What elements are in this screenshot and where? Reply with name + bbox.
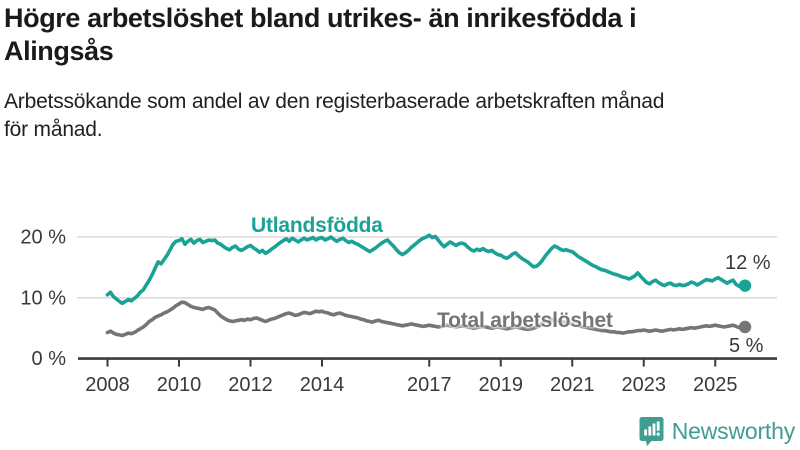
exclamation-stem [656, 421, 660, 431]
newsworthy-logo: Newsworthy [639, 416, 795, 447]
chart-subtitle-line2: för månad. [4, 118, 103, 141]
x-tick-label-2025: 2025 [693, 374, 738, 396]
x-tick-label-2021: 2021 [550, 374, 595, 396]
series-end-dot-1 [738, 320, 752, 334]
exclamation-dot [656, 432, 660, 436]
x-tick-label-2008: 2008 [85, 374, 130, 396]
x-tick-label-2017: 2017 [407, 374, 452, 396]
x-tick-label-2010: 2010 [157, 374, 202, 396]
chart-title-line1: Högre arbetslöshet bland utrikes- än inr… [4, 3, 637, 33]
chart-title: Högre arbetslöshet bland utrikes- än inr… [4, 2, 796, 68]
chart-header: Högre arbetslöshet bland utrikes- än inr… [4, 2, 796, 144]
series-line-0 [105, 233, 747, 306]
y-tick-label-20: 20 % [20, 227, 66, 249]
x-tick-label-2019: 2019 [479, 374, 524, 396]
chart-title-line2: Alingsås [4, 36, 114, 66]
x-tick-label-2012: 2012 [228, 374, 273, 396]
series-end-dot-0 [738, 279, 752, 292]
chart-subtitle-line1: Arbetssökande som andel av den registerb… [4, 90, 665, 113]
bar-2 [648, 426, 651, 436]
series-line-1 [105, 300, 747, 338]
bubble-shape [639, 417, 664, 446]
end-value-label-utlandsfodda: 12 % [725, 252, 771, 274]
series-label-utlandsfodda: Utlandsfödda [251, 214, 383, 237]
x-tick-label-2014: 2014 [300, 374, 345, 396]
newsworthy-bubble-icon [639, 417, 664, 446]
series-label-total-arbetsloshet: Total arbetslöshet [437, 309, 613, 332]
bar-1 [643, 429, 647, 436]
newsworthy-wordmark: Newsworthy [671, 418, 795, 444]
chart-subtitle: Arbetssökande som andel av den registerb… [4, 88, 796, 144]
y-tick-label-0: 0 % [32, 348, 67, 370]
end-value-label-total: 5 % [729, 335, 764, 357]
y-tick-label-10: 10 % [20, 287, 66, 309]
bar-3 [652, 423, 656, 436]
x-tick-label-2023: 2023 [622, 374, 667, 396]
